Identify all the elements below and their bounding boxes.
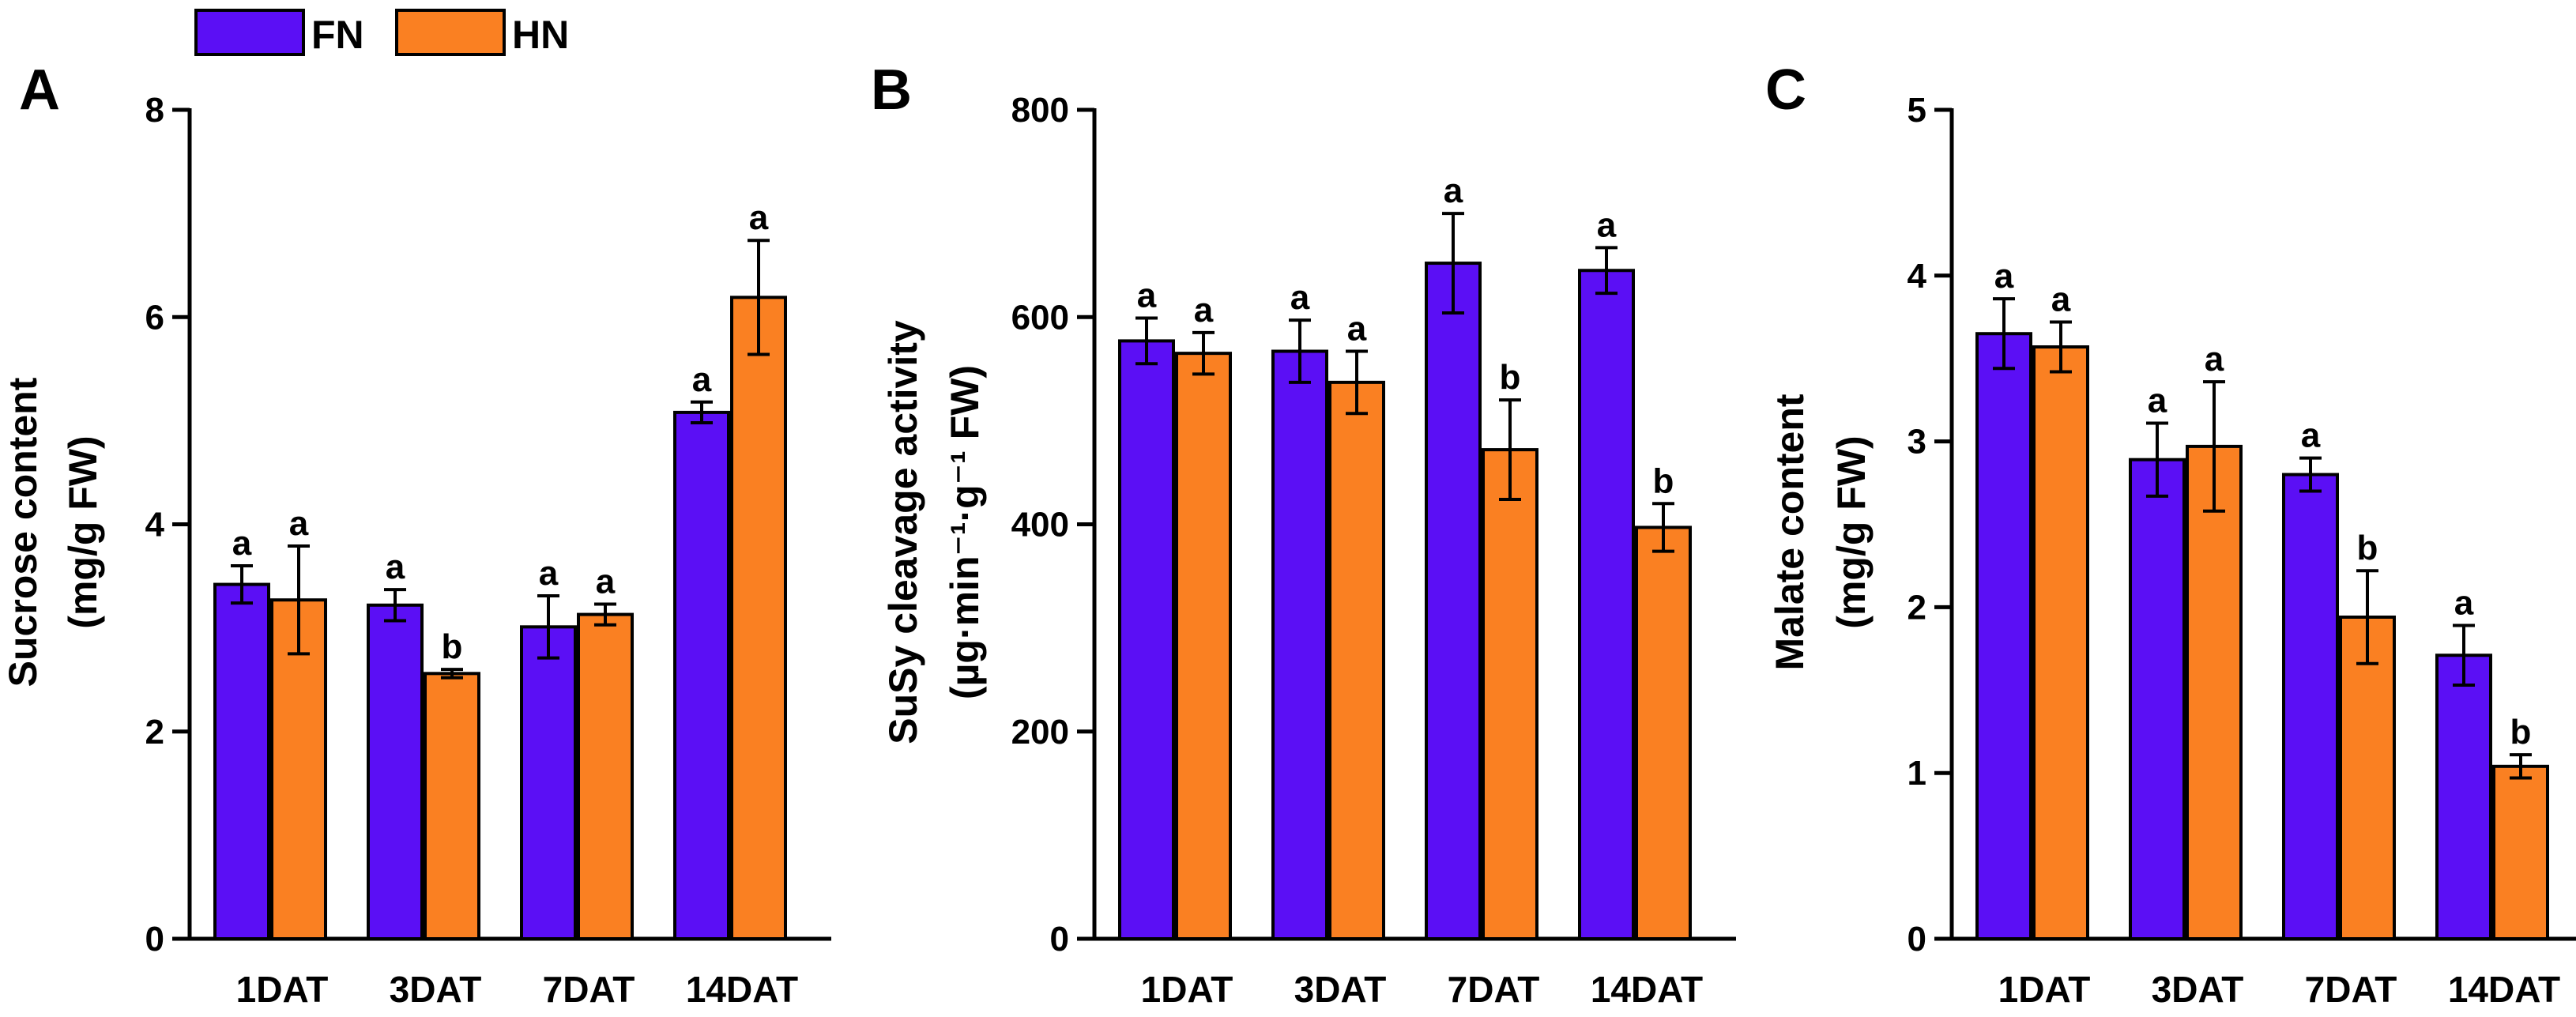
- bar: [577, 612, 634, 940]
- significance-label: a: [1994, 257, 2014, 296]
- legend: FN HN: [194, 9, 569, 57]
- y-tick-label: 600: [1011, 298, 1069, 337]
- y-tick-label: 4: [1908, 257, 1927, 296]
- bar: [1175, 352, 1232, 940]
- significance-label: a: [539, 554, 559, 593]
- panel-letter: A: [19, 58, 60, 122]
- bar: [2492, 764, 2549, 940]
- y-axis-label: SuSy cleavage activity: [881, 320, 925, 744]
- bar: [1118, 339, 1175, 940]
- y-tick-label: 8: [145, 91, 164, 130]
- bar: [1425, 262, 1482, 940]
- significance-label: a: [386, 548, 405, 586]
- y-axis-label-unit: (mg/g FW): [1829, 435, 1874, 628]
- legend-label-hn: HN: [512, 13, 569, 57]
- significance-label: a: [1597, 205, 1617, 244]
- y-tick-label: 6: [145, 298, 164, 337]
- x-tick-label: 14DAT: [2448, 969, 2560, 1010]
- significance-label: a: [289, 504, 309, 543]
- bar: [1271, 349, 1328, 940]
- x-tick-label: 7DAT: [1448, 969, 1540, 1010]
- y-axis-label: Malate content: [1768, 394, 1812, 670]
- bar: [1328, 380, 1385, 940]
- significance-label: b: [442, 627, 463, 666]
- y-tick-label: 400: [1011, 506, 1069, 544]
- y-tick-label: 0: [1908, 920, 1926, 959]
- significance-label: a: [2301, 416, 2321, 455]
- x-tick-label: 14DAT: [686, 969, 798, 1010]
- y-tick-label: 2: [145, 713, 164, 751]
- x-tick-label: 3DAT: [2152, 969, 2244, 1010]
- significance-label: a: [1444, 171, 1463, 210]
- legend-label-fn: FN: [311, 13, 364, 57]
- bar: [2129, 458, 2186, 940]
- panel-letter: B: [871, 58, 912, 122]
- panel-c: C 0 1 2 3 4 5 Malate content (mg/g FW) 1DAT 3DAT 7D…: [1765, 58, 2576, 1010]
- x-tick-label: 14DAT: [1591, 969, 1703, 1010]
- legend-swatch-hn: [395, 9, 506, 56]
- significance-label: b: [2357, 529, 2378, 567]
- y-tick-label: 4: [145, 506, 165, 544]
- significance-label: b: [1653, 461, 1674, 500]
- bar: [2032, 345, 2089, 941]
- y-tick-label: 5: [1908, 91, 1926, 130]
- panel-letter: C: [1765, 58, 1806, 122]
- x-tick-label: 1DAT: [1998, 969, 2091, 1010]
- bar: [2282, 473, 2339, 940]
- bar: [2186, 444, 2243, 940]
- significance-label: a: [1194, 291, 1214, 330]
- significance-label: a: [2051, 281, 2071, 319]
- y-tick-label: 2: [1908, 588, 1926, 627]
- legend-swatch-fn: [194, 9, 305, 56]
- significance-label: a: [1290, 278, 1310, 317]
- bar: [673, 410, 730, 940]
- y-tick-label: 0: [145, 920, 164, 959]
- significance-label: a: [1137, 277, 1157, 315]
- significance-label: a: [749, 198, 769, 237]
- y-tick-label: 0: [1050, 920, 1069, 959]
- y-tick-label: 800: [1011, 91, 1069, 130]
- significance-label: b: [1500, 358, 1521, 397]
- bar: [520, 625, 577, 940]
- x-tick-label: 7DAT: [2305, 969, 2397, 1010]
- significance-label: a: [2454, 583, 2474, 622]
- y-tick-label: 3: [1908, 423, 1926, 461]
- bar: [1482, 448, 1538, 940]
- y-axis-label: Sucrose content: [1, 377, 45, 687]
- significance-label: b: [2510, 713, 2532, 751]
- x-tick-label: 3DAT: [1294, 969, 1387, 1010]
- y-tick-label: 200: [1011, 713, 1069, 751]
- x-tick-label: 7DAT: [543, 969, 635, 1010]
- significance-label: a: [2148, 382, 2167, 420]
- panel-b: B 0 200 400 600 800 SuSy cleavage activity (µg·…: [871, 58, 1736, 1010]
- x-tick-label: 1DAT: [1141, 969, 1233, 1010]
- bar: [367, 603, 424, 941]
- y-axis-label-unit: (mg/g FW): [61, 435, 105, 628]
- bar: [2339, 615, 2396, 940]
- y-tick-label: 1: [1908, 754, 1926, 793]
- y-axis-label-unit: (µg·min⁻¹·g⁻¹ FW): [943, 365, 987, 699]
- significance-label: a: [692, 360, 712, 399]
- bar: [1975, 332, 2032, 941]
- significance-label: a: [1347, 310, 1367, 348]
- significance-label: a: [2205, 340, 2224, 379]
- bar: [424, 672, 480, 940]
- bar: [1635, 525, 1692, 940]
- bar: [213, 582, 270, 940]
- bar: [2435, 654, 2492, 940]
- x-tick-label: 3DAT: [390, 969, 482, 1010]
- significance-label: a: [232, 524, 252, 563]
- bar: [730, 296, 787, 940]
- x-tick-label: 1DAT: [236, 969, 329, 1010]
- panel-a: A 0 2 4 6 8 Sucrose content (mg/g FW) 1DAT 3DAT 7D…: [1, 58, 831, 1010]
- significance-label: a: [596, 562, 616, 601]
- bar: [1578, 269, 1635, 940]
